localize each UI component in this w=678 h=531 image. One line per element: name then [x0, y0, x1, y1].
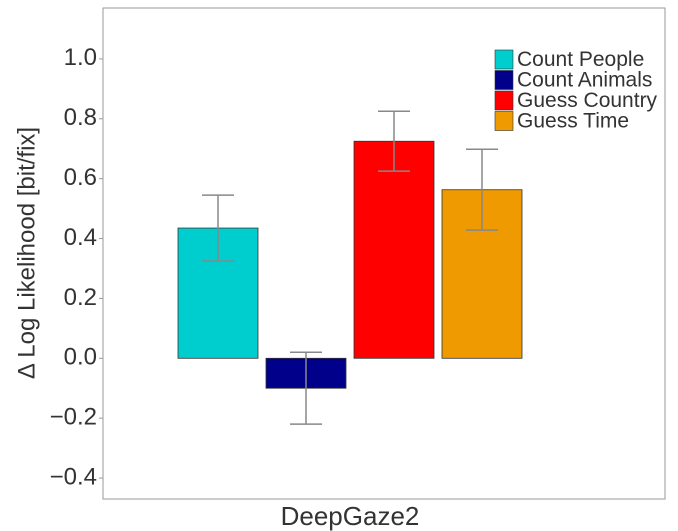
bar [353, 140, 435, 359]
legend-swatch [494, 70, 514, 90]
legend-swatch [494, 111, 514, 131]
legend-label: Count People [517, 48, 644, 71]
legend-swatch [494, 90, 514, 111]
legend-label: Guess Time [517, 110, 629, 133]
x-tick-label: DeepGaze2 [281, 501, 420, 531]
y-tick-label: 0.0 [64, 344, 97, 371]
y-tick-label: 0.2 [64, 284, 97, 311]
legend-label: Count Animals [517, 69, 652, 92]
legend-swatch [494, 49, 514, 70]
y-tick-label: 0.4 [64, 224, 97, 251]
legend-label: Guess Country [517, 89, 658, 112]
y-tick-label: −0.2 [50, 404, 97, 431]
y-axis-label: Δ Log Likelihood [bit/fix] [13, 127, 40, 379]
y-tick-label: 0.6 [64, 164, 97, 191]
y-tick-label: 1.0 [64, 44, 97, 71]
y-tick-label: −0.4 [50, 463, 97, 490]
y-tick-label: 0.8 [64, 104, 97, 131]
